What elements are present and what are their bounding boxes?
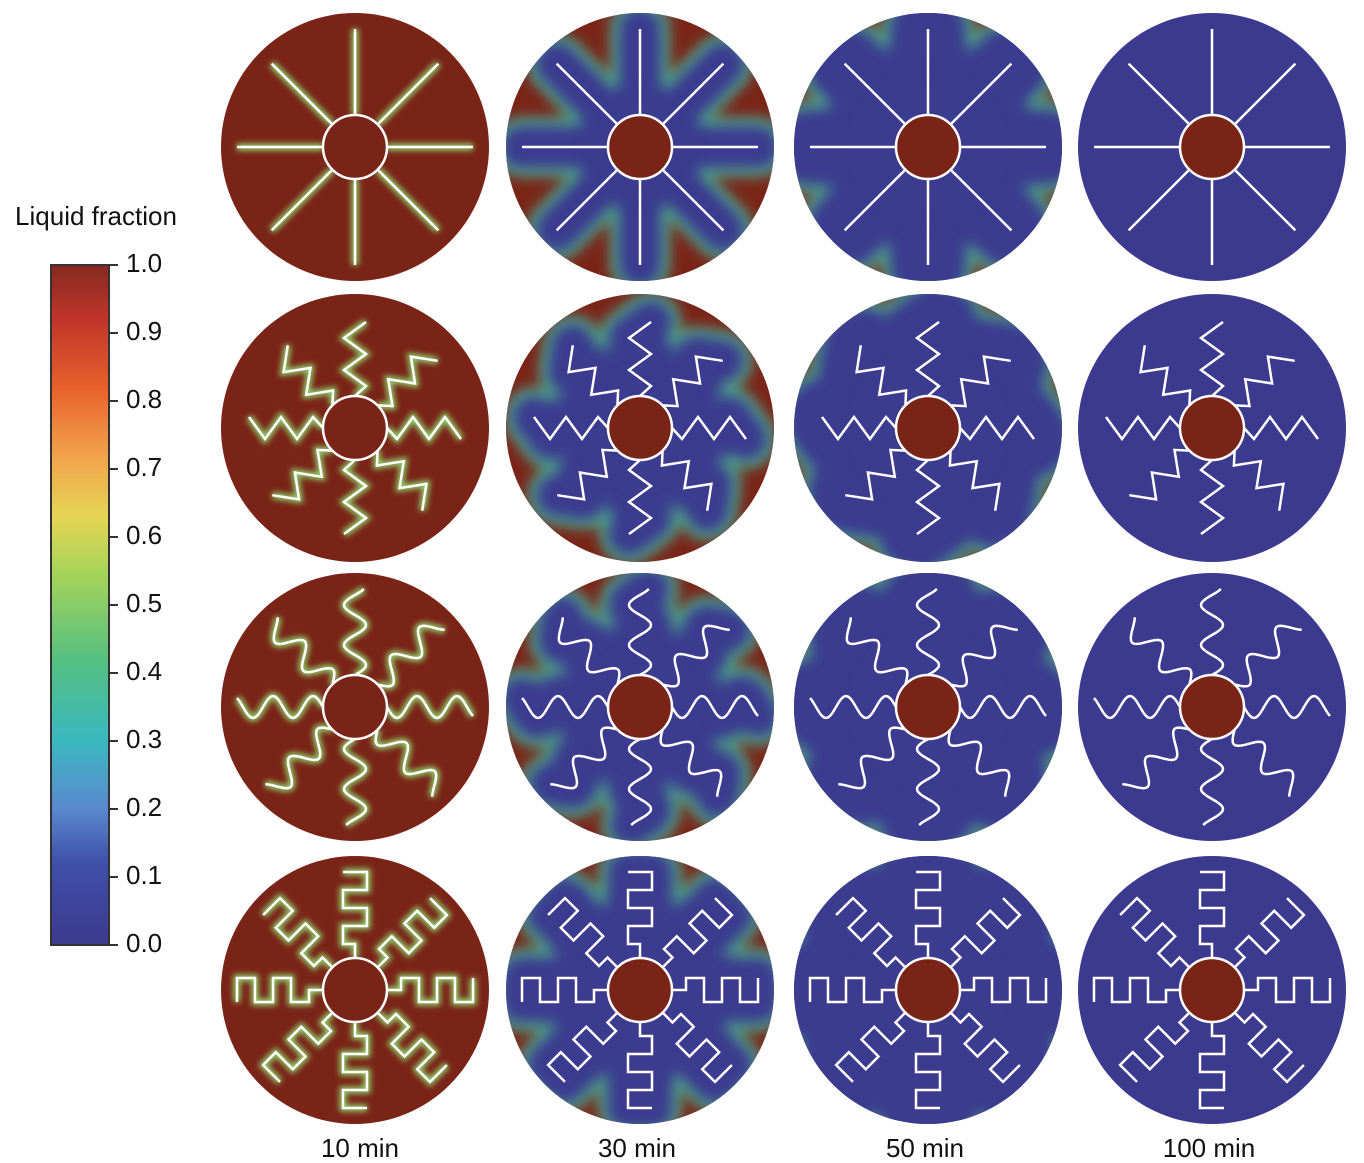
simulation-panel — [506, 856, 774, 1124]
tick-label: 0.4 — [126, 656, 162, 686]
tube — [894, 394, 962, 462]
fin — [235, 870, 475, 1110]
simulation-panel — [506, 13, 774, 281]
fin — [1094, 29, 1330, 265]
fin — [1104, 320, 1320, 536]
tick-label: 0.3 — [126, 724, 162, 754]
simulation-panel — [221, 573, 489, 841]
colorbar — [50, 264, 110, 946]
fin — [521, 588, 759, 826]
tick-label: 0.9 — [126, 316, 162, 346]
simulation-panel — [1078, 294, 1346, 562]
simulation-panel — [506, 573, 774, 841]
tube — [894, 113, 962, 181]
tube — [321, 394, 389, 462]
tube — [321, 956, 389, 1024]
tick-label: 0.0 — [126, 928, 162, 958]
fin — [820, 320, 1036, 536]
tick-label: 0.1 — [126, 860, 162, 890]
fin — [1093, 588, 1331, 826]
simulation-panel — [221, 294, 489, 562]
simulation-panel — [221, 13, 489, 281]
tick-label: 0.5 — [126, 588, 162, 618]
simulation-panel — [1078, 856, 1346, 1124]
tick-label: 0.2 — [126, 792, 162, 822]
column-label: 10 min — [321, 1133, 399, 1163]
simulation-panel — [794, 13, 1062, 281]
simulation-panel — [506, 294, 774, 562]
tick-label: 1.0 — [126, 248, 162, 278]
tube — [606, 394, 674, 462]
simulation-panel — [794, 294, 1062, 562]
fin — [522, 29, 758, 265]
fin — [247, 320, 463, 536]
tube — [1178, 113, 1246, 181]
tick-label: 0.7 — [126, 452, 162, 482]
fin — [532, 320, 748, 536]
simulation-panel — [794, 856, 1062, 1124]
tick-label: 0.8 — [126, 384, 162, 414]
colorbar-title: Liquid fraction — [15, 201, 177, 231]
tube — [894, 673, 962, 741]
fin — [810, 29, 1046, 265]
tube — [1178, 394, 1246, 462]
simulation-panel — [794, 573, 1062, 841]
fin — [808, 870, 1048, 1110]
tube — [606, 956, 674, 1024]
column-label: 30 min — [598, 1133, 676, 1163]
simulation-panel — [221, 856, 489, 1124]
simulation-panel — [1078, 13, 1346, 281]
fin — [1092, 870, 1332, 1110]
tube — [606, 113, 674, 181]
fin — [520, 870, 760, 1110]
tube — [1178, 673, 1246, 741]
column-label: 100 min — [1163, 1133, 1256, 1163]
fin — [236, 588, 474, 826]
simulation-panel — [1078, 573, 1346, 841]
column-label: 50 min — [886, 1133, 964, 1163]
tube — [1178, 956, 1246, 1024]
fin — [237, 29, 473, 265]
tube — [321, 113, 389, 181]
fin — [809, 588, 1047, 826]
tick-label: 0.6 — [126, 520, 162, 550]
tube — [894, 956, 962, 1024]
tube — [321, 673, 389, 741]
tube — [606, 673, 674, 741]
